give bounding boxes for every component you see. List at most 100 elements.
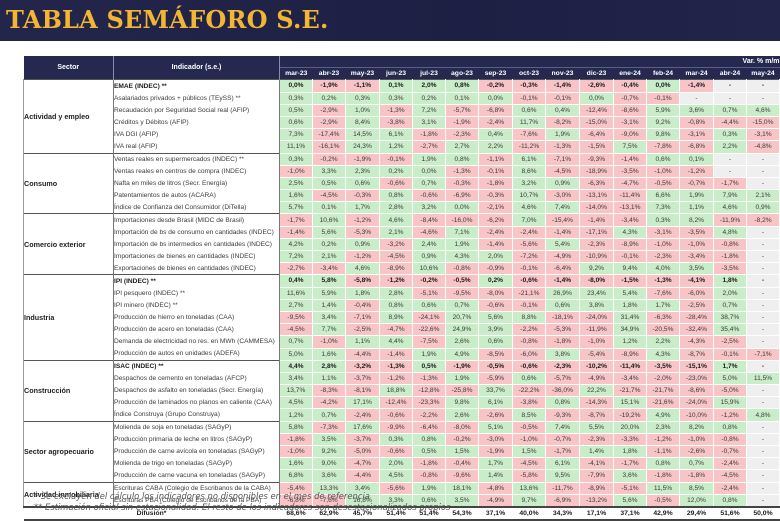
table-row: Consumo Ventas reales en supermercados (I… <box>23 152 780 214</box>
value-cell: -9,3% <box>545 408 580 422</box>
value-cell: -1,1% <box>478 152 513 166</box>
value-cell: -36,0% <box>545 384 580 398</box>
value-cell: 22,2% <box>579 384 614 398</box>
value-cell: 0,3% <box>279 152 313 166</box>
value-cell: 1,8% <box>613 299 647 312</box>
month-header: dic-23 <box>579 67 614 80</box>
difusion-value: 29,4% <box>679 505 714 521</box>
value-cell: -0,7% <box>679 177 714 191</box>
value-cell: -1,8% <box>545 335 580 349</box>
value-cell: 3,3% <box>312 165 346 178</box>
value-cell: -4,4% <box>345 469 380 483</box>
value-cell: 1,4% <box>312 299 346 312</box>
value-cell: -0,8% <box>412 469 446 483</box>
value-cell: -1,3% <box>545 140 580 154</box>
value-cell: -4,9% <box>545 250 580 264</box>
value-cell: -1,2% <box>379 372 413 386</box>
month-header: mar-23 <box>279 67 313 80</box>
value-cell: 2,4% <box>412 238 446 252</box>
value-cell: 1,2% <box>379 140 413 154</box>
indicator-label: Producción de laminados no planos en cal… <box>113 396 280 409</box>
value-cell: 7,2% <box>279 250 313 264</box>
value-cell: -2,3% <box>545 359 580 373</box>
value-cell: 17,6% <box>345 420 380 434</box>
value-cell: 9,2% <box>579 262 614 276</box>
indicator-label: Escrituras PBA (Colegio de Escribanos de… <box>113 494 280 507</box>
value-cell: -8,9% <box>613 238 647 252</box>
value-cell: 0,3% <box>279 92 313 105</box>
table-row: IVA real (AFIP) 11,1% -16,1% 24,3% 1,2% -2,7%… <box>24 140 780 154</box>
value-cell: 0,8% <box>545 396 580 410</box>
indicator-label: IPI pesquero (INDEC) ** <box>113 287 280 300</box>
value-cell: -0,7% <box>545 433 580 447</box>
value-cell: 5,6% <box>613 494 647 508</box>
value-cell: -5,1% <box>613 481 647 495</box>
value-cell: -0,1% <box>379 152 413 166</box>
value-cell: -12,4% <box>379 396 413 410</box>
value-cell: -8,0% <box>478 287 513 300</box>
value-cell: -16,1% <box>312 140 346 154</box>
difusion-value: 34,3% <box>545 505 580 521</box>
value-cell: 11,1% <box>279 140 313 154</box>
value-cell: -0,1% <box>646 92 680 105</box>
value-cell: 1,6% <box>279 189 313 203</box>
value-cell: 0,4% <box>279 274 313 288</box>
value-cell: -4,8% <box>478 481 513 495</box>
value-cell: -9,0% <box>613 128 647 142</box>
value-cell: 1,9% <box>545 128 580 142</box>
value-cell: 2,2% <box>713 140 747 154</box>
value-cell: -0,6% <box>412 189 446 203</box>
indicator-label: Producción de carne avícola en toneladas… <box>113 445 280 458</box>
indicator-label: Producción de carne vacuna en toneladas … <box>113 469 280 483</box>
footnotes: * Se excluyen del cálculo los indicadore… <box>34 491 450 513</box>
value-cell: -0,1% <box>512 92 546 105</box>
value-cell: 6,1% <box>478 396 513 410</box>
value-cell: -0,1% <box>545 92 580 105</box>
indicator-label: EMAE (INDEC) ** <box>113 79 280 93</box>
value-cell: 4,8% <box>746 408 780 422</box>
value-cell: 8,4% <box>345 116 380 130</box>
value-cell: 23,4% <box>579 287 614 300</box>
month-header-row: mar-23 abr-23 may-23 jun-23 jul-23 ago-23 sep-… <box>24 67 780 80</box>
value-cell: 13,6% <box>512 481 546 495</box>
value-cell: -0,6% <box>512 274 546 288</box>
value-cell: 0,0% <box>579 92 614 105</box>
value-cell: -1,2% <box>345 250 380 264</box>
value-cell: 9,8% <box>445 396 479 410</box>
value-cell: -12,4% <box>579 104 614 117</box>
value-cell: - <box>746 274 780 288</box>
table-row: IPI pesquero (INDEC) ** 11,6% 5,9% 1,8% 2,8%… <box>24 287 780 300</box>
value-cell: -15,1% <box>679 359 714 373</box>
value-cell: -5,3% <box>545 323 580 337</box>
indicator-label: Créditos y Débitos (AFIP) <box>113 116 280 129</box>
table-row: Producción primaria de leche en litros (… <box>24 433 780 447</box>
value-cell: 0,2% <box>412 92 446 105</box>
value-cell: -6,9% <box>445 189 479 203</box>
value-cell: 7,4% <box>545 420 580 434</box>
value-cell: -5,8% <box>345 274 380 288</box>
value-cell: -1,3% <box>379 104 413 117</box>
value-cell: -7,6% <box>646 287 680 300</box>
sector-label: Comercio exterior <box>23 213 114 275</box>
value-cell: -0,8% <box>679 116 714 130</box>
value-cell: 1,0% <box>345 104 380 117</box>
value-cell: -1,8% <box>713 250 747 264</box>
indicator-label: ISAC (INDEC) ** <box>113 359 280 373</box>
value-cell: -23,3% <box>412 396 446 410</box>
value-cell: - <box>679 92 714 105</box>
value-cell: - <box>746 226 780 239</box>
difusion-value: 50,0% <box>746 505 780 521</box>
value-cell: 0,8% <box>379 299 413 312</box>
value-cell: 1,4% <box>478 469 513 483</box>
value-cell: -16,0% <box>445 213 479 227</box>
value-cell: 4,6% <box>713 201 747 215</box>
indicator-label: Demanda de electricidad no res. en MWh (… <box>113 335 280 348</box>
value-cell: -8,2% <box>746 213 780 227</box>
value-cell: 4,6% <box>345 262 380 276</box>
table-row: Despachos de cemento en toneladas (AFCP)… <box>24 372 780 386</box>
value-cell: -1,3% <box>646 274 680 288</box>
value-cell: 4,0% <box>646 262 680 276</box>
value-cell: 4,2% <box>279 238 313 252</box>
value-cell: -5,3% <box>345 226 380 239</box>
value-cell: - <box>746 481 780 495</box>
